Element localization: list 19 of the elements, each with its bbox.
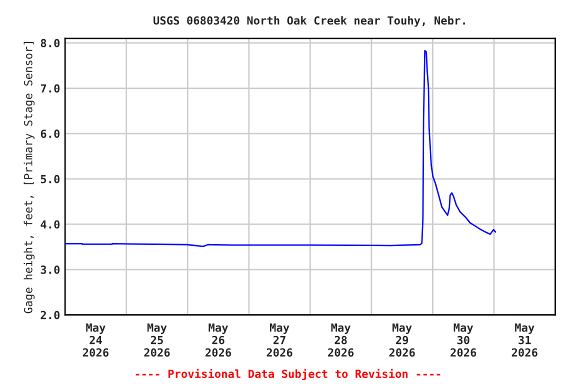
x-tick-label: May 29 2026 bbox=[389, 324, 415, 357]
x-tick-label: May 30 2026 bbox=[450, 324, 476, 357]
y-tick-label: 3.0 bbox=[40, 266, 60, 274]
x-tick-label: May 28 2026 bbox=[328, 324, 354, 357]
y-tick-label: 4.0 bbox=[40, 220, 60, 229]
y-tick-label: 5.0 bbox=[40, 174, 60, 184]
y-tick-label: 6.0 bbox=[40, 130, 60, 138]
y-axis-title: Gage height, feet, [Primary Stage Sensor] bbox=[24, 42, 35, 314]
chart-title: USGS 06803420 North Oak Creek near Touhy, Nebr. bbox=[154, 16, 465, 27]
y-tick-label: 8.0 bbox=[40, 38, 60, 48]
x-tick-label: May 27 2026 bbox=[266, 324, 292, 357]
y-tick-label: 7.0 bbox=[40, 84, 60, 93]
y-tick-label: 2.0 bbox=[40, 310, 60, 320]
x-tick-label: May 26 2026 bbox=[206, 324, 232, 357]
x-tick-label: May 25 2026 bbox=[144, 324, 170, 357]
line-series bbox=[65, 50, 496, 248]
text: ---- Provisional Data Subject to Revision ---- bbox=[136, 368, 440, 380]
x-tick-label: May 31 2026 bbox=[512, 324, 538, 357]
x-tick-label: May 24 2026 bbox=[82, 324, 108, 357]
